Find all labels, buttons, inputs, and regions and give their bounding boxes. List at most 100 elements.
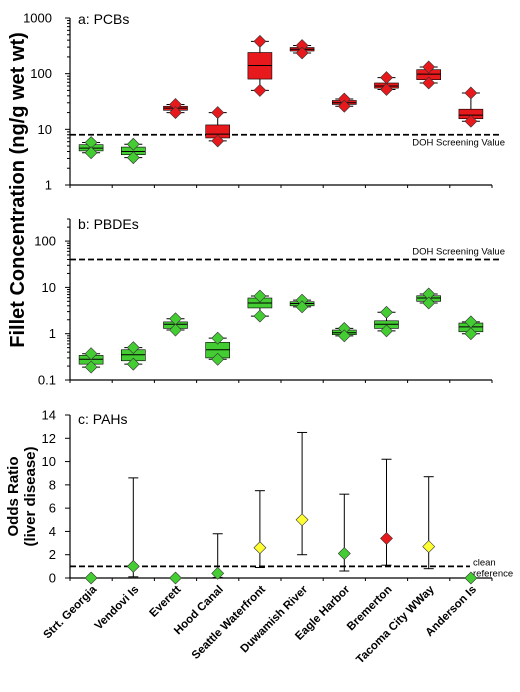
screening-value-label: DOH Screening Value [412,138,505,149]
box-eagle-harbor [331,321,357,343]
odds-ratio-marker [337,547,351,560]
box-strt-georgia [78,136,104,160]
box-strt-georgia [78,347,104,374]
min-marker [211,352,225,366]
max-marker [84,347,98,361]
y-tick-label: 10 [42,280,56,295]
min-marker [169,106,182,120]
point-tacoma-city-wway [422,476,436,570]
max-marker [126,341,140,355]
max-marker [211,106,225,120]
min-marker [253,309,267,323]
min-marker [211,134,225,148]
odds-ratio-marker [422,540,436,553]
box-tacoma-city-wway [416,287,442,310]
category-label: Strt. Georgia [41,583,99,641]
min-marker [380,83,393,96]
point-bremerton [380,458,393,566]
max-marker [211,331,225,345]
box-bremerton [374,71,399,96]
box-duwamish-river [289,293,315,314]
point-hood-canal [211,533,225,580]
min-marker [295,300,309,314]
odds-ratio-marker [126,559,140,573]
min-marker [84,360,98,374]
box-hood-canal [205,331,230,366]
y-tick-label: 100 [30,66,52,81]
box-vendovi-is [121,341,146,371]
odds-ratio-marker [253,541,267,555]
box-anderson-is [458,86,484,128]
max-marker [380,305,393,319]
y-tick-label: 12 [42,431,56,446]
min-marker [126,151,140,165]
panel-c-y-axis-label: (liver disease) [22,446,39,546]
shared-y-axis-label: Fillet Concentration (ng/g wet wt) [7,32,29,348]
min-marker [422,296,436,310]
box-vendovi-is [121,137,146,165]
panel-a-pcbs: a: PCBs 1 10 100 1000 DOH Screening Value [23,11,505,193]
clean-reference-label: reference [473,568,513,579]
clean-reference-label: clean [473,557,496,568]
max-marker [253,34,267,48]
panel-b-title: b: PBDEs [78,216,139,232]
screening-value-label: DOH Screening Value [412,247,505,258]
box-duwamish-river [289,39,315,60]
y-tick-label: 1 [45,178,52,193]
y-tick-label: 0 [49,571,56,586]
max-marker [253,289,267,303]
box-seattle-waterfront [247,34,273,97]
max-marker [422,60,436,74]
min-marker [295,46,309,60]
odds-ratio-marker [84,571,98,585]
max-marker [464,86,478,100]
y-tick-label: 100 [34,234,56,249]
point-anderson-is [464,571,478,585]
odds-ratio-marker [169,571,182,585]
y-tick-label: 10 [42,454,56,469]
box-bremerton [374,305,399,338]
y-tick-label: 1 [49,326,56,341]
min-marker [337,99,351,113]
min-marker [422,76,436,90]
y-tick-label: 4 [49,524,56,539]
odds-ratio-marker [380,531,393,545]
min-marker [464,327,478,341]
min-marker [464,114,478,128]
y-tick-label: 0.1 [38,373,56,388]
point-vendovi-is [126,477,140,578]
box-anderson-is [458,315,484,341]
category-label: Tacoma City WWay [354,583,437,666]
category-label: Vendovi Is [93,584,142,633]
min-marker [253,83,267,97]
y-tick-label: 2 [49,547,56,562]
min-marker [169,323,182,337]
min-marker [380,324,393,338]
y-tick-label: 1000 [23,11,52,26]
max-marker [126,137,140,151]
panel-b-pbdes: b: PBDEs 0.1 1 10 100 DOH Screening Value [34,216,505,388]
y-tick-label: 6 [49,501,56,516]
max-marker [380,71,393,85]
point-eagle-harbor [337,493,351,572]
box-hood-canal [205,106,230,148]
category-label: Seattle Waterfront [190,584,268,662]
box-everett [163,98,188,120]
y-tick-label: 8 [49,477,56,492]
box-seattle-waterfront [247,289,273,323]
box-eagle-harbor [331,92,357,113]
y-tick-label: 14 [42,408,56,423]
panel-c-title: c: PAHs [78,411,128,427]
panel-a-title: a: PCBs [78,11,129,27]
min-marker [126,357,140,371]
y-tick-label: 10 [38,122,52,137]
box-tacoma-city-wway [416,60,442,90]
box-everett [163,312,188,337]
panel-c-y-axis-label: Odds Ratio [5,456,22,536]
point-strt-georgia [84,571,98,585]
odds-ratio-marker [295,513,309,527]
odds-ratio-marker [464,571,478,585]
category-label: Everett [148,584,184,620]
